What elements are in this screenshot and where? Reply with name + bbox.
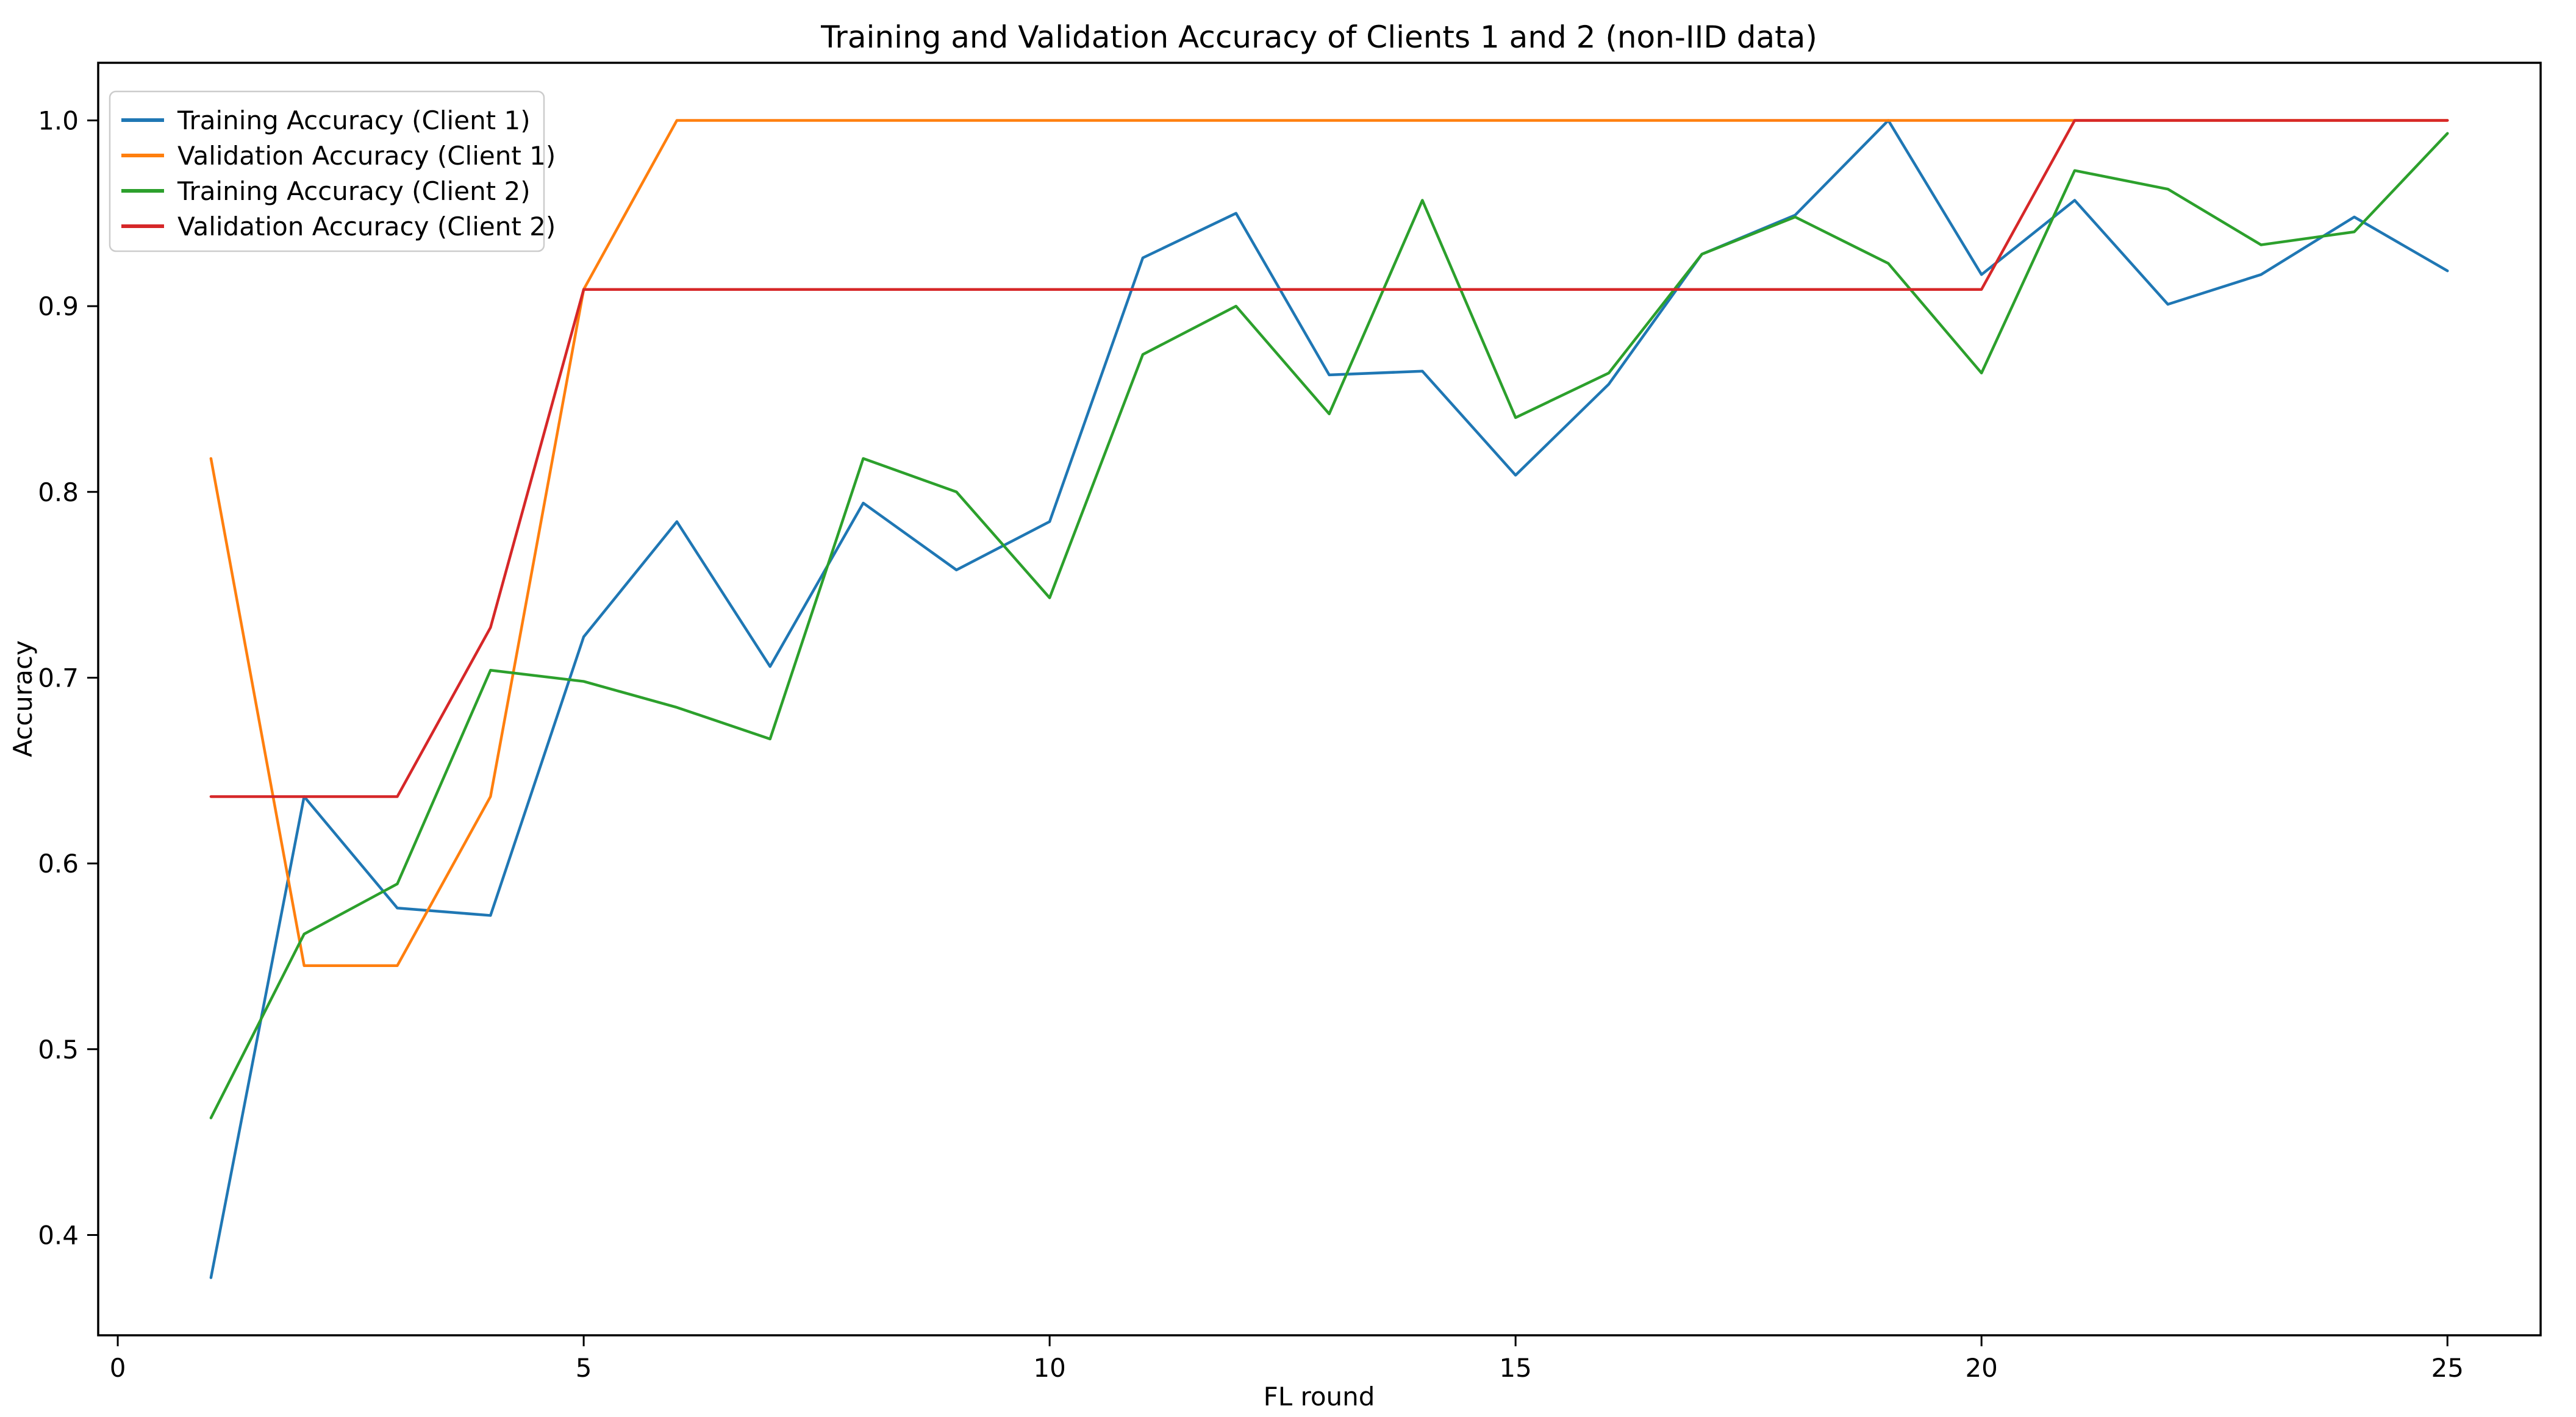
y-tick-label: 0.7: [38, 663, 79, 693]
y-axis-ticks: 0.4 0.5 0.6 0.7 0.8 0.9 1.0: [38, 105, 98, 1250]
x-tick-label: 20: [1965, 1353, 1997, 1383]
x-tick-label: 25: [2431, 1353, 2463, 1383]
y-tick-label: 0.9: [38, 291, 79, 321]
series-line-validation-accuracy-client-1-: [209, 119, 2449, 967]
x-axis-label: FL round: [1264, 1382, 1375, 1412]
legend: Training Accuracy (Client 1) Validation …: [109, 90, 556, 252]
legend-label-train2: Training Accuracy (Client 2): [177, 176, 531, 206]
x-axis-ticks: 0 5 10 15 20 25: [110, 1335, 2464, 1383]
y-tick-label: 0.4: [38, 1220, 79, 1250]
series-line-training-accuracy-client-2-: [209, 132, 2449, 1119]
plot-border: [97, 62, 2542, 1337]
series-lines: [209, 119, 2449, 1279]
x-tick-label: 5: [576, 1353, 592, 1383]
x-tick-label: 15: [1499, 1353, 1531, 1383]
y-tick-label: 0.6: [38, 849, 79, 879]
y-axis-label: Accuracy: [8, 640, 38, 757]
legend-label-val1: Validation Accuracy (Client 1): [177, 141, 556, 171]
series-line-training-accuracy-client-1-: [209, 119, 2449, 1279]
series-line-validation-accuracy-client-2-: [209, 119, 2449, 798]
y-tick-label: 0.5: [38, 1035, 79, 1065]
legend-label-train1: Training Accuracy (Client 1): [177, 105, 531, 135]
legend-box: [109, 90, 545, 252]
legend-label-val2: Validation Accuracy (Client 2): [177, 212, 556, 241]
chart-title: Training and Validation Accuracy of Clie…: [820, 20, 1817, 55]
y-tick-label: 1.0: [38, 105, 79, 135]
x-tick-label: 0: [110, 1353, 126, 1383]
x-tick-label: 10: [1033, 1353, 1065, 1383]
y-tick-label: 0.8: [38, 477, 79, 507]
